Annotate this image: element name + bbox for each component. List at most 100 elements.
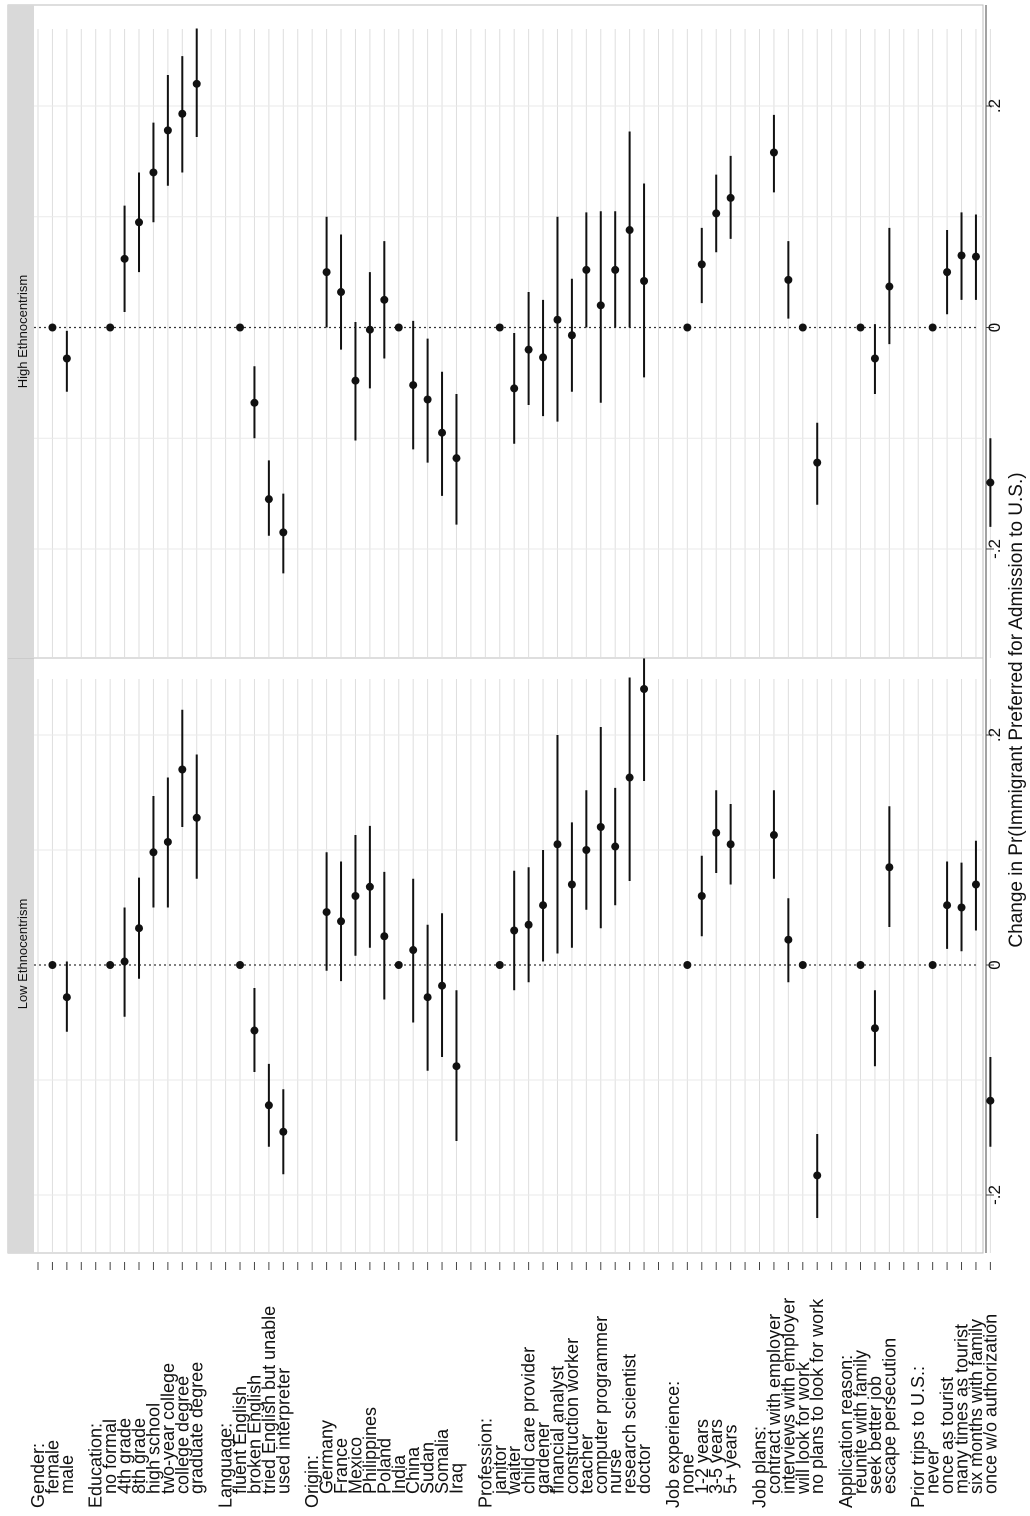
point-estimate — [769, 831, 778, 840]
axis-tick-label: -.2 — [985, 1185, 1004, 1205]
group-label: Language: — [216, 1423, 236, 1508]
level-label: 3-5 years — [706, 1419, 726, 1494]
point-estimate — [567, 880, 576, 889]
point-estimate — [264, 495, 273, 504]
point-estimate — [870, 1024, 879, 1033]
point-estimate — [885, 863, 894, 872]
point-estimate — [192, 813, 201, 822]
point-estimate — [423, 395, 432, 404]
level-label: graduate degree — [187, 1362, 207, 1494]
panel-title: Low Ethnocentrism — [15, 899, 30, 1010]
point-estimate — [452, 1062, 461, 1071]
point-estimate — [726, 840, 735, 849]
level-label: child care provider — [519, 1347, 539, 1494]
level-label: waiter — [504, 1446, 524, 1495]
x-axis-title: Change in Pr(Immigrant Preferred for Adm… — [1006, 472, 1027, 947]
level-label: college degree — [172, 1376, 192, 1494]
level-label: Germany — [317, 1420, 337, 1494]
point-estimate — [596, 823, 605, 831]
panel-high-ethnocentrism: High Ethnocentrism — [7, 4, 995, 659]
point-estimate — [856, 961, 865, 969]
point-estimate — [365, 882, 374, 891]
point-estimate — [106, 323, 115, 332]
level-label: no plans to look for work — [807, 1298, 827, 1494]
group-label: Job plans: — [750, 1426, 770, 1508]
group-label: Origin: — [302, 1455, 322, 1508]
level-label: escape persecution — [879, 1338, 899, 1494]
level-label: two-year college — [158, 1363, 178, 1494]
point-estimate — [510, 926, 519, 935]
level-label: research scientist — [620, 1354, 640, 1494]
level-label: teacher — [576, 1434, 596, 1494]
level-label: India — [389, 1454, 409, 1494]
axis-tick-label: 0 — [985, 323, 1004, 332]
point-estimate — [885, 282, 894, 291]
level-label: fluent English — [230, 1386, 250, 1494]
point-estimate — [62, 354, 71, 363]
point-estimate — [62, 993, 71, 1002]
level-label: reunite with family — [851, 1350, 871, 1494]
point-estimate — [943, 268, 952, 277]
point-estimate — [524, 345, 533, 354]
point-estimate — [250, 398, 259, 407]
point-estimate — [539, 353, 548, 362]
level-label: male — [57, 1455, 77, 1494]
point-estimate — [726, 193, 735, 202]
point-estimate — [163, 837, 172, 846]
level-label: never — [923, 1449, 943, 1494]
level-label: France — [331, 1438, 351, 1494]
panel-background — [8, 655, 983, 1253]
level-label: Mexico — [345, 1437, 365, 1494]
point-estimate — [495, 961, 504, 969]
point-estimate — [48, 323, 57, 332]
point-estimate — [337, 917, 346, 926]
panel-strip — [8, 655, 34, 1253]
level-label: seek better job — [865, 1376, 885, 1494]
level-label: financial analyst — [547, 1366, 567, 1494]
point-estimate — [971, 880, 980, 889]
point-estimate — [135, 218, 144, 227]
point-estimate — [322, 908, 331, 917]
level-label: 1-2 years — [692, 1419, 712, 1494]
level-label: tried English but unable — [259, 1306, 279, 1494]
point-estimate — [524, 920, 533, 929]
point-estimate — [48, 961, 57, 969]
point-estimate — [769, 148, 778, 157]
point-estimate — [135, 924, 144, 933]
point-estimate — [683, 961, 692, 969]
level-label: 8th grade — [129, 1418, 149, 1494]
level-label: used interpreter — [273, 1368, 293, 1494]
point-estimate — [120, 957, 129, 966]
point-estimate — [495, 323, 504, 332]
level-label: China — [403, 1446, 423, 1494]
level-label: doctor — [634, 1444, 654, 1494]
point-estimate — [394, 323, 403, 332]
axis-tick-label: 0 — [985, 960, 1004, 969]
point-estimate — [957, 903, 966, 912]
level-label: 4th grade — [115, 1418, 135, 1494]
axis-tick-label: .2 — [985, 728, 1004, 742]
point-estimate — [279, 1127, 288, 1136]
panel-strip — [8, 5, 34, 658]
panel-low-ethnocentrism: Low Ethnocentrism — [7, 597, 995, 1254]
level-label: nurse — [605, 1449, 625, 1494]
point-estimate — [928, 323, 937, 332]
level-label: Somalia — [432, 1428, 452, 1494]
point-estimate — [539, 901, 548, 910]
point-estimate — [971, 252, 980, 261]
point-estimate — [697, 260, 706, 269]
point-estimate — [640, 276, 649, 285]
point-estimate — [784, 275, 793, 284]
point-estimate — [943, 901, 952, 910]
point-estimate — [625, 226, 634, 235]
level-label: Iraq — [446, 1463, 466, 1494]
axis-tick-label: -.2 — [985, 539, 1004, 559]
point-estimate — [986, 1096, 995, 1105]
point-estimate — [236, 961, 245, 969]
level-label: interviews with employer — [778, 1298, 798, 1494]
point-estimate — [856, 323, 865, 332]
group-label: Education: — [86, 1423, 106, 1508]
point-estimate — [264, 1101, 273, 1110]
point-estimate — [423, 993, 432, 1002]
